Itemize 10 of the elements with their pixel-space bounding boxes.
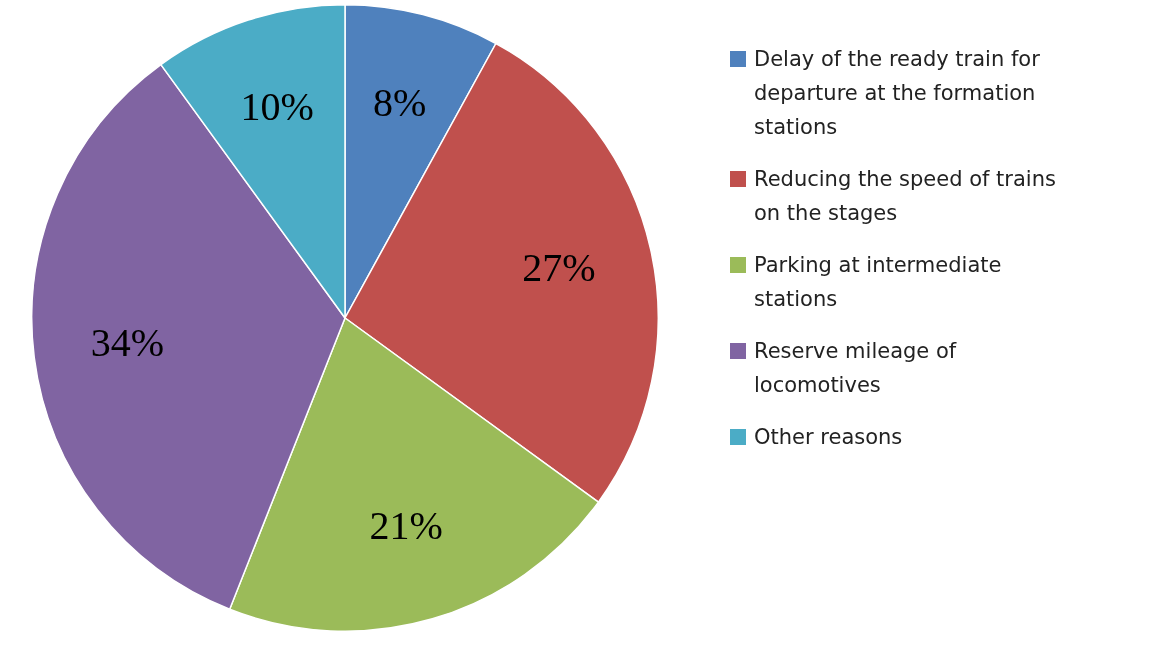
data-label: 21% xyxy=(369,503,443,549)
data-label: 34% xyxy=(90,319,165,365)
data-label: 8% xyxy=(372,80,427,126)
legend-label: Other reasons xyxy=(754,424,903,451)
legend-label: Reserve mileage of locomotives xyxy=(754,338,958,399)
legend-label: Parking at intermediate stations xyxy=(754,252,1003,313)
data-label: 10% xyxy=(240,83,314,129)
legend-label: Delay of the ready train for departure at the formation stations xyxy=(754,46,1041,141)
data-label: 27% xyxy=(522,244,596,290)
legend-label: Reducing the speed of trains on the stages xyxy=(754,166,1057,227)
